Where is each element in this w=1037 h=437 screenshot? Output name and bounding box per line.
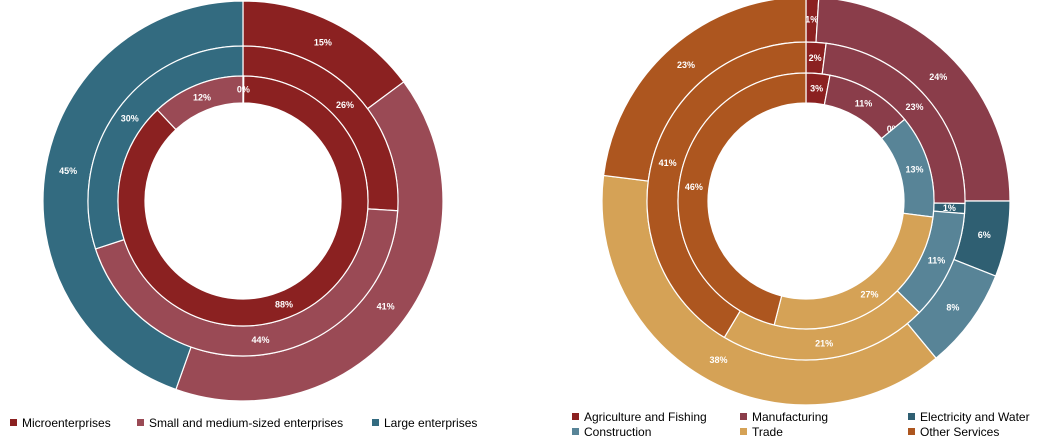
legend-item-manufacturing: Manufacturing xyxy=(740,410,828,424)
legend-label-electricity-and-water: Electricity and Water xyxy=(920,410,1030,424)
trade-ring-3-label: 27% xyxy=(861,289,879,299)
legend-swatch-microenterprises xyxy=(10,419,17,426)
sector-legend: Agriculture and Fishing Manufacturing Elec… xyxy=(572,410,1030,437)
legend-label-agriculture-and-fishing: Agriculture and Fishing xyxy=(584,410,707,424)
small-and-medium-sized-enterprises-ring-1-label: 41% xyxy=(377,302,395,312)
microenterprises-ring-3-label: 88% xyxy=(275,300,293,310)
legend-item-electricity-and-water: Electricity and Water xyxy=(908,410,1030,424)
legend-item-construction: Construction xyxy=(572,425,651,437)
enterprise-size-donut-chart: 15% 41% 45% 26% 44% 30% 88% 12% 0% xyxy=(42,0,444,402)
other-services-ring-2-label: 41% xyxy=(659,158,677,168)
agriculture-and-fishing-ring-1-label: 1% xyxy=(805,15,818,25)
legend-item-other-services: Other Services xyxy=(908,425,999,437)
legend-label-large-enterprises: Large enterprises xyxy=(384,416,477,430)
legend-swatch-electricity-and-water xyxy=(908,413,915,420)
microenterprises-ring-1-label: 15% xyxy=(314,37,332,47)
legend-label-microenterprises: Microenterprises xyxy=(22,416,111,430)
manufacturing-ring-1-label: 24% xyxy=(929,72,947,82)
trade-ring-2-label: 21% xyxy=(815,338,833,348)
electricity-and-water-ring-1-label: 6% xyxy=(978,230,991,240)
manufacturing-ring-2-label: 23% xyxy=(905,102,923,112)
other-services-ring-3-label: 46% xyxy=(685,182,703,192)
agriculture-and-fishing-ring-3-label: 3% xyxy=(810,84,823,94)
legend-item-microenterprises: Microenterprises xyxy=(10,416,111,430)
large-enterprises-ring-1-label: 45% xyxy=(59,166,77,176)
manufacturing-ring-3-label: 11% xyxy=(855,99,873,109)
legend-label-construction: Construction xyxy=(584,425,651,437)
legend-item-agriculture-and-fishing: Agriculture and Fishing xyxy=(572,410,707,424)
legend-swatch-other-services xyxy=(908,428,915,435)
construction-ring-3-label: 13% xyxy=(906,164,924,174)
legend-label-trade: Trade xyxy=(752,425,783,437)
legend-swatch-large-enterprises xyxy=(372,419,379,426)
legend-item-trade: Trade xyxy=(740,425,783,437)
construction-ring-2-label: 11% xyxy=(928,256,946,266)
agriculture-and-fishing-ring-2-label: 2% xyxy=(809,53,822,63)
legend-swatch-construction xyxy=(572,428,579,435)
legend-swatch-small-and-medium-sized-enterprises xyxy=(137,419,144,426)
large-enterprises-ring-3-segment xyxy=(242,75,245,104)
large-enterprises-ring-2-label: 30% xyxy=(121,114,139,124)
legend-swatch-trade xyxy=(740,428,747,435)
other-services-ring-1-label: 23% xyxy=(677,60,695,70)
legend-label-other-services: Other Services xyxy=(920,425,999,437)
sector-donut-chart: 1%24%6%8%38%23%2%23%1%11%21%41%3%11%0%13… xyxy=(601,0,1011,406)
legend-label-manufacturing: Manufacturing xyxy=(752,410,828,424)
legend-item-large-enterprises: Large enterprises xyxy=(372,416,477,430)
electricity-and-water-ring-2-label: 1% xyxy=(943,203,956,213)
legend-swatch-agriculture-and-fishing xyxy=(572,413,579,420)
legend-item-small-and-medium-sized-enterprises: Small and medium-sized enterprises xyxy=(137,416,343,430)
microenterprises-ring-3-segment xyxy=(117,75,369,327)
small-and-medium-sized-enterprises-ring-3-label: 12% xyxy=(193,92,211,102)
construction-ring-1-label: 8% xyxy=(946,303,959,313)
legend-label-small-and-medium-sized-enterprises: Small and medium-sized enterprises xyxy=(149,416,343,430)
small-and-medium-sized-enterprises-ring-2-label: 44% xyxy=(252,335,270,345)
enterprise-size-legend: Microenterprises Small and medium-sized e… xyxy=(10,416,477,430)
trade-ring-1-label: 38% xyxy=(710,355,728,365)
legend-swatch-manufacturing xyxy=(740,413,747,420)
microenterprises-ring-2-label: 26% xyxy=(336,100,354,110)
large-enterprises-ring-3-label: 0% xyxy=(237,85,250,95)
other-services-ring-3-segment xyxy=(677,72,807,326)
